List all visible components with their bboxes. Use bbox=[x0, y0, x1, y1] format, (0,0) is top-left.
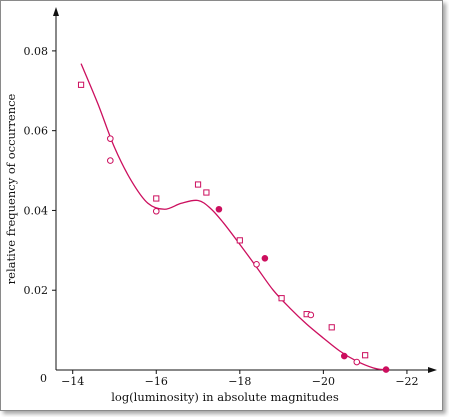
y-tick-label: 0.02 bbox=[24, 284, 49, 297]
data-point-circle-open bbox=[107, 135, 114, 142]
chart: −14 −16 −18 −20 −22 0.02 0.04 0.06 0.08 0 log(lu… bbox=[4, 7, 437, 404]
y-axis-title: relative frequency of occurrence bbox=[4, 93, 18, 284]
data-point-square bbox=[328, 324, 335, 331]
data-point-circle-open bbox=[353, 358, 361, 366]
axes bbox=[53, 7, 437, 373]
data-point-circle-open bbox=[107, 157, 114, 164]
data-point-square bbox=[278, 295, 285, 302]
points-layer bbox=[77, 81, 390, 373]
data-point-circle-filled bbox=[261, 255, 269, 262]
data-point-square bbox=[236, 237, 243, 244]
x-axis-title: log(luminosity) in absolute magnitudes bbox=[111, 390, 339, 404]
data-point-circle-filled bbox=[215, 205, 223, 213]
data-point-circle-open bbox=[253, 260, 260, 268]
y-axis-arrow bbox=[53, 7, 59, 16]
ticks: −14 −16 −18 −20 −22 0.02 0.04 0.06 0.08 bbox=[24, 45, 419, 388]
data-point-square bbox=[194, 181, 202, 188]
x-axis-arrow bbox=[428, 367, 437, 373]
fit-curve-layer bbox=[80, 63, 387, 371]
y-tick-label: 0.04 bbox=[24, 204, 49, 217]
origin-label: 0 bbox=[40, 372, 47, 385]
data-point-circle-filled bbox=[340, 352, 348, 360]
x-tick-label: −20 bbox=[312, 375, 335, 388]
data-point-square bbox=[362, 352, 369, 359]
data-point-square bbox=[77, 81, 85, 88]
x-tick-label: −22 bbox=[395, 375, 418, 388]
x-tick-label: −18 bbox=[228, 375, 251, 388]
y-tick-label: 0.08 bbox=[24, 45, 49, 58]
data-point-square bbox=[153, 195, 160, 202]
data-point-circle-open bbox=[152, 207, 160, 215]
y-tick-label: 0.06 bbox=[24, 125, 49, 138]
data-point-circle-open bbox=[307, 311, 315, 319]
x-tick-label: −14 bbox=[61, 375, 84, 388]
chart-frame: −14 −16 −18 −20 −22 0.02 0.04 0.06 0.08 0 log(lu… bbox=[0, 0, 443, 411]
data-point-circle-filled bbox=[382, 366, 390, 373]
data-point-square bbox=[203, 189, 210, 196]
x-tick-label: −16 bbox=[145, 375, 168, 388]
fit-curve bbox=[80, 63, 387, 371]
